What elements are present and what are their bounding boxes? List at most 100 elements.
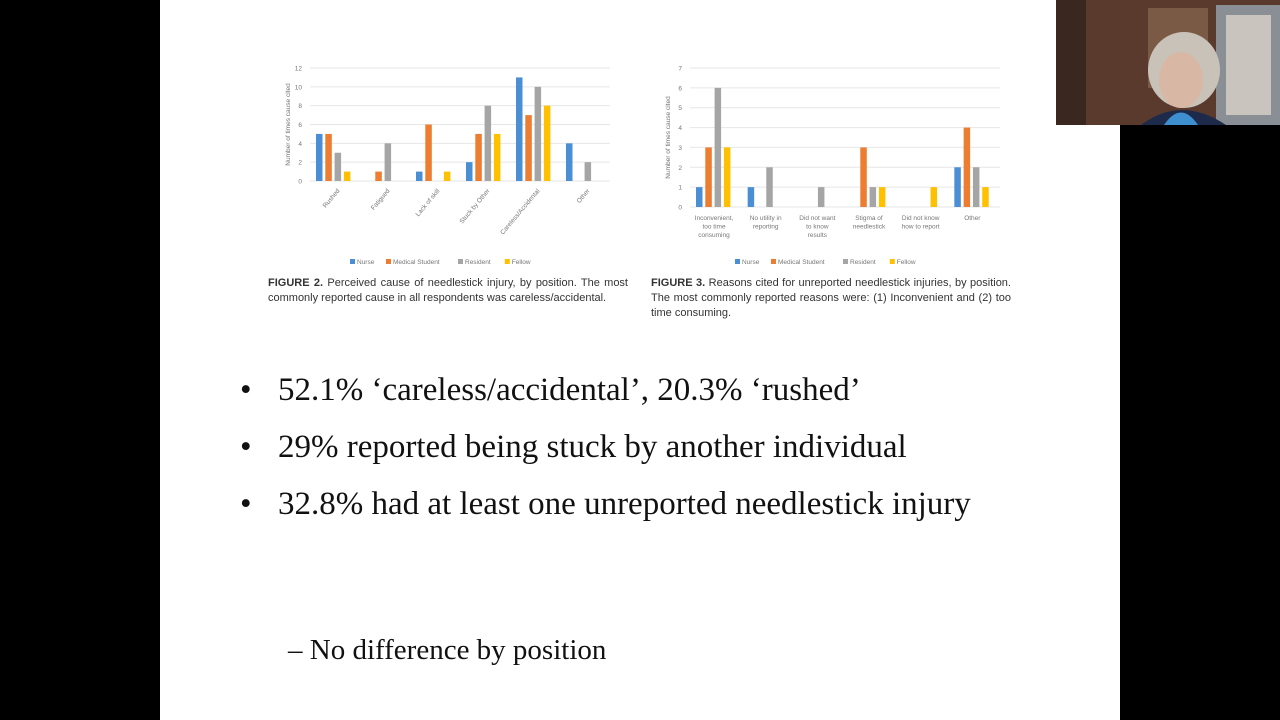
bar-medical-student bbox=[425, 124, 432, 181]
bar-medical-student bbox=[325, 133, 332, 181]
bar-fellow bbox=[723, 147, 731, 207]
figure-3-bar-chart: 0 1 2 3 4 5 6 7 Number of times cause cited Incon… bbox=[665, 66, 1000, 266]
bar-resident bbox=[384, 143, 392, 181]
y-tick-label: 0 bbox=[678, 205, 682, 212]
figure-2-bar-chart: 0 2 4 6 8 10 12 Number of times cause cited Rush… bbox=[285, 66, 610, 266]
legend-swatch bbox=[771, 259, 776, 264]
x-tick-label: Inconvenient, too time consuming bbox=[695, 215, 734, 239]
x-tick-label: Stuck by Other bbox=[459, 187, 493, 225]
figure-3-text: Reasons cited for unreported needlestick… bbox=[651, 277, 1011, 319]
bar-nurse bbox=[566, 143, 573, 181]
x-tick-label: Fatigued bbox=[370, 187, 392, 211]
y-tick-label: 2 bbox=[298, 160, 302, 167]
figure-3-caption: FIGURE 3. Reasons cited for unreported n… bbox=[651, 276, 1011, 321]
bar-medical-student bbox=[525, 115, 532, 181]
y-tick-label: 8 bbox=[298, 103, 302, 110]
bar-resident bbox=[766, 167, 773, 207]
legend-label: Nurse bbox=[742, 259, 760, 266]
bar-medical-student bbox=[860, 147, 867, 207]
legend-label: Fellow bbox=[897, 259, 916, 266]
bar-fellow bbox=[982, 187, 989, 207]
y-tick-label: 5 bbox=[678, 105, 682, 112]
bar-nurse bbox=[516, 77, 523, 181]
presenter-webcam bbox=[1056, 0, 1280, 125]
legend-swatch bbox=[735, 259, 740, 264]
figure-2-text: Perceived cause of needlestick injury, b… bbox=[268, 277, 628, 304]
bar-resident bbox=[869, 187, 877, 207]
y-tick-label: 4 bbox=[678, 125, 682, 132]
bar-medical-student bbox=[963, 127, 971, 207]
x-tick-label: Other bbox=[576, 187, 592, 205]
y-tick-label: 4 bbox=[298, 141, 302, 148]
bullet-item: • 29% reported being stuck by another ind… bbox=[240, 423, 1040, 471]
y-axis-label: Number of times cause cited bbox=[285, 83, 292, 166]
bullet-glyph: • bbox=[240, 372, 252, 408]
legend-swatch bbox=[843, 259, 848, 264]
presenter-video-icon bbox=[1056, 0, 1280, 125]
bullet-item: • 32.8% had at least one unreported needl… bbox=[240, 480, 1038, 528]
bar-resident bbox=[334, 152, 342, 181]
legend-label: Medical Student bbox=[778, 259, 825, 266]
x-tick-label: Stigma of needlestick bbox=[853, 215, 886, 231]
x-tick-label: Careless/Accidental bbox=[499, 187, 542, 236]
legend-label: Resident bbox=[850, 259, 876, 266]
y-tick-label: 10 bbox=[295, 84, 303, 91]
bar-nurse bbox=[466, 162, 473, 181]
legend-swatch bbox=[350, 259, 355, 264]
y-axis-label: Number of times cause cited bbox=[665, 96, 672, 179]
bar-nurse bbox=[416, 171, 423, 181]
bar-nurse bbox=[696, 187, 703, 207]
bar-resident bbox=[534, 86, 542, 181]
bar-resident bbox=[972, 167, 980, 207]
y-tick-label: 7 bbox=[678, 66, 682, 73]
y-tick-label: 12 bbox=[295, 66, 303, 73]
bar-medical-student bbox=[375, 171, 382, 181]
legend-label: Medical Student bbox=[393, 259, 440, 266]
bar-resident bbox=[584, 162, 592, 181]
bullet-text: 32.8% had at least one unreported needle… bbox=[278, 486, 971, 522]
bullet-list: • 52.1% ‘careless/accidental’, 20.3% ‘rus… bbox=[240, 366, 1040, 537]
y-tick-label: 6 bbox=[298, 122, 302, 129]
bar-fellow bbox=[343, 171, 351, 181]
legend-swatch bbox=[458, 259, 463, 264]
bar-nurse bbox=[316, 133, 323, 181]
bar-nurse bbox=[954, 167, 961, 207]
bullet-text: 52.1% ‘careless/accidental’, 20.3% ‘rush… bbox=[278, 372, 861, 408]
figure-2-label: FIGURE 2. bbox=[268, 277, 324, 289]
bar-nurse bbox=[747, 187, 755, 207]
legend-swatch bbox=[386, 259, 391, 264]
y-tick-label: 2 bbox=[678, 165, 682, 172]
bar-resident bbox=[714, 87, 722, 207]
bar-fellow bbox=[543, 105, 551, 181]
y-tick-label: 3 bbox=[678, 145, 682, 152]
legend-swatch bbox=[889, 259, 895, 264]
bullet-text: 29% reported being stuck by another indi… bbox=[278, 429, 907, 465]
legend-label: Resident bbox=[465, 259, 491, 266]
y-tick-label: 0 bbox=[298, 179, 302, 186]
bar-medical-student bbox=[475, 133, 482, 181]
y-tick-label: 1 bbox=[678, 185, 682, 192]
figure-3-label: FIGURE 3. bbox=[651, 277, 706, 289]
y-tick-label: 6 bbox=[678, 85, 682, 92]
bar-fellow bbox=[443, 171, 451, 181]
bar-resident bbox=[817, 187, 825, 207]
x-tick-label: No utility in reporting bbox=[750, 215, 782, 231]
x-tick-label: Rushed bbox=[322, 187, 342, 209]
bar-fellow bbox=[930, 187, 938, 207]
bar-resident bbox=[484, 105, 492, 181]
bullet-glyph: • bbox=[240, 486, 252, 522]
bar-fellow bbox=[493, 133, 501, 181]
bullet-glyph: • bbox=[240, 429, 252, 465]
x-tick-label: Did not know how to report bbox=[902, 215, 940, 231]
presentation-slide bbox=[160, 0, 1120, 720]
legend-label: Nurse bbox=[357, 259, 375, 266]
figure-2-caption: FIGURE 2. Perceived cause of needlestick… bbox=[268, 276, 628, 306]
sub-bullet: – No difference by position bbox=[288, 634, 607, 666]
bar-medical-student bbox=[705, 147, 712, 207]
legend-swatch bbox=[504, 259, 510, 264]
x-tick-label: Did not want to know results bbox=[799, 215, 835, 239]
x-tick-label: Lack of skill bbox=[415, 187, 442, 218]
x-tick-label: Other bbox=[964, 215, 981, 222]
legend-label: Fellow bbox=[512, 259, 531, 266]
bullet-item: • 52.1% ‘careless/accidental’, 20.3% ‘rus… bbox=[240, 366, 1040, 414]
